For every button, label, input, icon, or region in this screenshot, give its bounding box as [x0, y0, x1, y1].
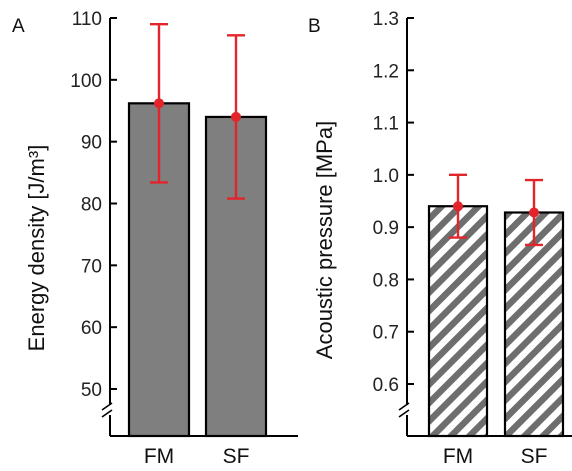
- y-tick-label: 0.7: [373, 323, 399, 344]
- panel-a-y-axis: 50 60 70 80 90 100 110: [70, 9, 117, 436]
- panel-a-bars: [127, 102, 268, 438]
- y-tick-label: 90: [81, 133, 102, 154]
- panel-b-y-axis: 0.6 0.7 0.8 0.9 1.0 1.1 1.2 1.3: [373, 9, 414, 436]
- panel-b-y-axis-title: Acoustic pressure [MPa]: [312, 121, 337, 359]
- y-tick-label: 110: [72, 9, 102, 30]
- y-tick-label: 100: [70, 71, 102, 92]
- y-tick-label: 0.6: [373, 375, 399, 396]
- axis-break-mark: [101, 409, 113, 418]
- y-tick-label: 70: [81, 256, 102, 277]
- axis-break-mark: [398, 402, 410, 411]
- y-tick-label: 1.0: [373, 166, 399, 187]
- y-tick-label: 80: [81, 195, 102, 216]
- panel-b-error-bars: [449, 173, 543, 247]
- mean-marker: [231, 111, 241, 122]
- panel-b-bars: [427, 205, 565, 438]
- bar: [427, 205, 489, 438]
- mean-marker: [453, 201, 463, 212]
- panel-a-y-axis-title: Energy density [J/m³]: [24, 145, 49, 352]
- panel-a-x-axis: FM SF: [110, 435, 298, 468]
- bar: [503, 211, 565, 438]
- y-tick-label: 0.8: [373, 270, 399, 291]
- y-tick-label: 1.3: [373, 9, 399, 30]
- panel-b: B Acoustic pressure [MPa] 0.6 0.7 0.8 0.9 1.…: [308, 9, 572, 468]
- y-tick-label: 0.9: [373, 218, 399, 239]
- y-tick-label: 50: [81, 380, 102, 401]
- mean-marker: [154, 98, 164, 109]
- panel-a-letter: A: [12, 16, 25, 37]
- y-tick-label: 60: [81, 318, 102, 339]
- axis-break-mark: [101, 402, 113, 411]
- y-tick-label: 1.1: [373, 114, 399, 135]
- x-category-label: SF: [223, 445, 250, 468]
- axis-break-mark: [398, 409, 410, 418]
- mean-marker: [529, 207, 539, 218]
- panel-b-x-axis: FM SF: [407, 435, 572, 468]
- x-category-label: FM: [144, 445, 174, 468]
- panel-a: A Energy density [J/m³] 50 60 70 80 90 100 110…: [12, 9, 298, 468]
- x-category-label: SF: [521, 445, 548, 468]
- panel-a-error-bars: [150, 22, 245, 200]
- x-category-label: FM: [443, 445, 473, 468]
- y-tick-label: 1.2: [373, 61, 399, 82]
- panel-b-letter: B: [308, 16, 321, 37]
